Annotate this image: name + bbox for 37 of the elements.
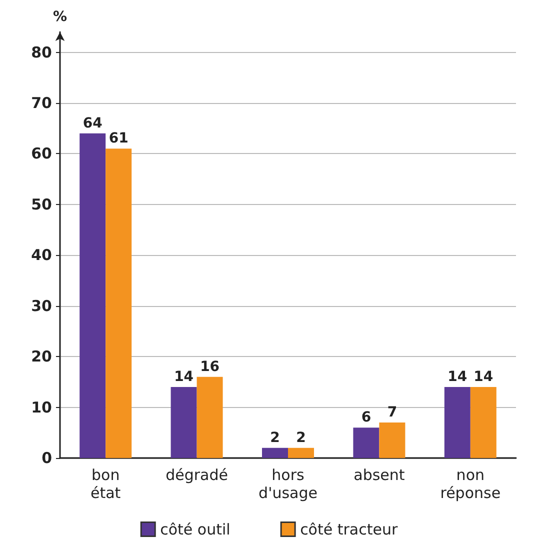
bar bbox=[353, 428, 380, 458]
data-label: 14 bbox=[474, 369, 494, 385]
data-label: 2 bbox=[270, 430, 280, 446]
data-label: 14 bbox=[174, 369, 194, 385]
x-tick-label: non réponse bbox=[440, 466, 501, 502]
x-tick-label: bon état bbox=[90, 466, 121, 502]
bar bbox=[288, 448, 314, 458]
bar bbox=[196, 376, 223, 458]
bar bbox=[80, 133, 106, 458]
data-label: 61 bbox=[108, 130, 128, 147]
legend-label: côté tracteur bbox=[300, 520, 398, 538]
y-axis-title: % bbox=[52, 9, 68, 25]
y-tick-label: 80 bbox=[31, 43, 52, 62]
data-label: 7 bbox=[387, 404, 398, 420]
legend-label: côté outil bbox=[160, 520, 230, 538]
bar bbox=[470, 387, 496, 458]
bar bbox=[170, 387, 197, 458]
x-tick-label: dégradé bbox=[166, 466, 228, 484]
y-tick-label: 50 bbox=[31, 195, 52, 214]
y-tick-label: 30 bbox=[31, 296, 52, 315]
bar bbox=[379, 422, 406, 458]
y-tick-label: 0 bbox=[42, 449, 52, 467]
bar bbox=[262, 448, 288, 458]
bar bbox=[106, 148, 132, 458]
x-tick-label: hors d'usage bbox=[258, 466, 318, 502]
data-label: 64 bbox=[82, 115, 103, 132]
data-label: 6 bbox=[361, 410, 372, 426]
y-tick-label: 70 bbox=[31, 94, 52, 112]
x-tick-label: absent bbox=[354, 466, 405, 484]
bar bbox=[444, 387, 470, 458]
y-tick-label: 20 bbox=[31, 348, 52, 366]
data-label: 16 bbox=[200, 358, 220, 375]
y-tick-label: 40 bbox=[31, 246, 52, 264]
y-tick-label: 10 bbox=[31, 398, 52, 416]
y-tick-label: 60 bbox=[31, 144, 52, 163]
data-label: 2 bbox=[296, 430, 306, 446]
data-label: 14 bbox=[448, 369, 468, 385]
